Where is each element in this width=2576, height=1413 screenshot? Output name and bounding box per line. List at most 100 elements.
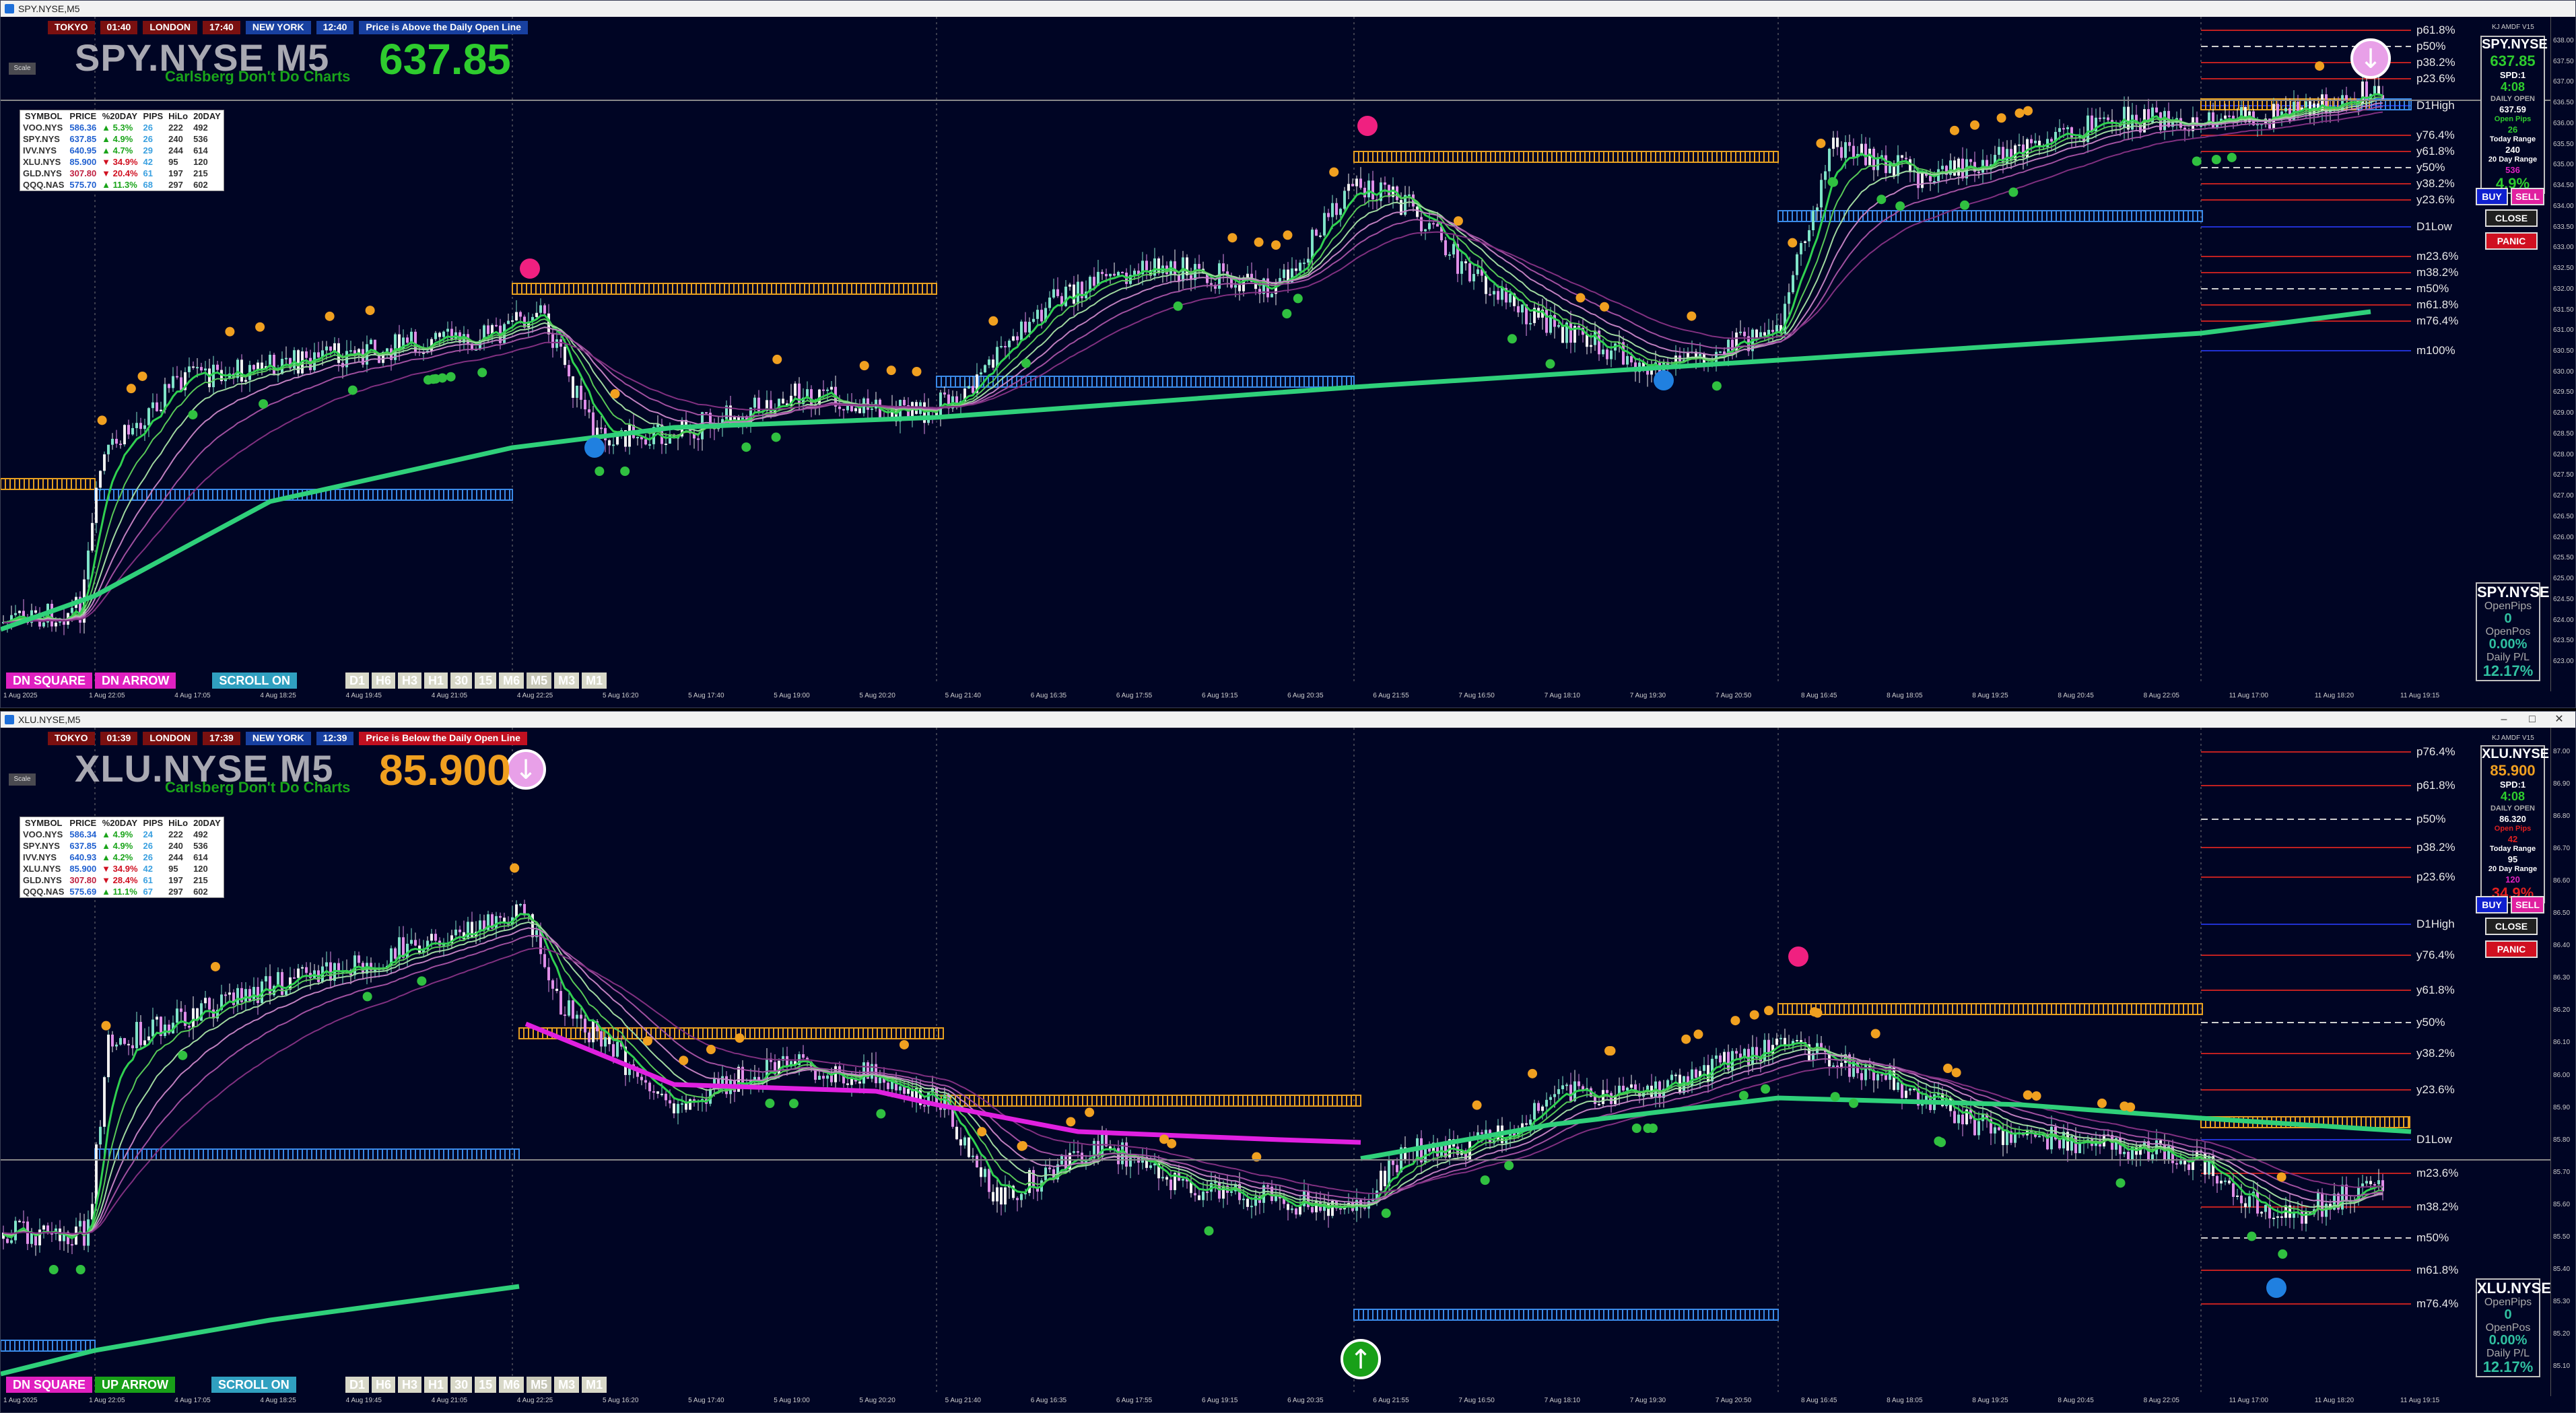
swing-point-dot xyxy=(1293,294,1303,304)
candle-body xyxy=(1388,1160,1390,1187)
time-axis-label: 4 Aug 21:05 xyxy=(431,692,468,699)
dn-square-button[interactable]: DN SQUARE xyxy=(6,1377,93,1393)
swing-point-dot xyxy=(1895,201,1905,211)
timeframe-30-button[interactable]: 30 xyxy=(450,673,473,689)
timeframe-m3-button[interactable]: M3 xyxy=(554,673,580,689)
candle-body xyxy=(838,406,841,409)
watchlist-pct-value: 4.9% xyxy=(112,841,133,851)
price-axis[interactable]: 87.00 86.90 86.80 86.70 86.60 86.50 86.40 86.30… xyxy=(2550,728,2575,1396)
candle-body xyxy=(1028,1170,1031,1194)
arrow-up-icon: ▲ xyxy=(102,841,111,851)
timeframe-h3-button[interactable]: H3 xyxy=(398,1377,422,1393)
candle-body xyxy=(2159,1140,2162,1145)
timeframe-m5-button[interactable]: M5 xyxy=(527,673,552,689)
window-titlebar[interactable]: XLU.NYSE,M5 – □ ✕ xyxy=(1,712,2575,728)
candle-body xyxy=(1537,1103,1540,1111)
swing-point-dot xyxy=(225,326,235,337)
candle-body xyxy=(1396,1165,1398,1173)
scale-button[interactable]: Scale xyxy=(9,63,36,75)
timeframe-m6-button[interactable]: M6 xyxy=(499,1377,524,1393)
candle-body xyxy=(947,394,950,409)
time-axis-label: 4 Aug 19:45 xyxy=(345,1397,382,1404)
sell-button[interactable]: SELL xyxy=(2511,896,2544,914)
panic-button[interactable]: PANIC xyxy=(2485,940,2538,958)
timeframe-h1-button[interactable]: H1 xyxy=(424,1377,448,1393)
watchlist-cell-d20: 120 xyxy=(193,157,208,167)
candle-body xyxy=(1852,145,1855,158)
price-chart[interactable]: ↓ ↑ TOKYO 01:39 LONDON 17:39 NEW YORK 12:… xyxy=(1,728,2552,1404)
candle-body xyxy=(535,930,538,938)
timeframe-buttons: D1 H6 H3 H1 30 15 M6 M5 M3 M1 xyxy=(345,1377,607,1393)
candle-body xyxy=(1073,1151,1075,1153)
timeframe-m5-button[interactable]: M5 xyxy=(527,1377,552,1393)
swing-point-dot xyxy=(1017,1141,1027,1151)
scroll-on-button[interactable]: SCROLL ON xyxy=(211,1377,296,1393)
swing-point-dot xyxy=(1951,1068,1961,1078)
candle-body xyxy=(588,409,590,413)
candle-body xyxy=(1808,230,1810,242)
candle-body xyxy=(988,359,990,366)
dn-arrow-button[interactable]: DN ARROW xyxy=(95,673,176,689)
candlestick-chart-area[interactable]: ↓↑ xyxy=(1,728,2552,1396)
scroll-on-button[interactable]: SCROLL ON xyxy=(212,673,298,689)
chart-window-xlu[interactable]: XLU.NYSE,M5 – □ ✕ ↓ ↑ TOKYO 01:39 LONDON … xyxy=(0,711,2576,1413)
candle-body xyxy=(1832,1065,1835,1067)
timeframe-m1-button[interactable]: M1 xyxy=(582,673,607,689)
buy-button[interactable]: BUY xyxy=(2476,188,2508,205)
candle-body xyxy=(180,377,182,390)
col-symbol: SYMBOL xyxy=(24,111,63,121)
timeframe-h1-button[interactable]: H1 xyxy=(424,673,448,689)
timeframe-m1-button[interactable]: M1 xyxy=(582,1377,607,1393)
timeframe-30-button[interactable]: 30 xyxy=(450,1377,473,1393)
candle-body xyxy=(660,1093,663,1095)
candle-body xyxy=(2038,141,2041,146)
candle-body xyxy=(71,608,73,613)
candlestick-chart-area[interactable]: ↓ xyxy=(1,17,2552,691)
up-arrow-button[interactable]: UP ARROW xyxy=(95,1377,176,1393)
candle-body xyxy=(749,407,752,423)
candle-body xyxy=(1234,285,1237,288)
pl-symbol: XLU.NYSE xyxy=(2477,1280,2552,1297)
timeframe-d1-button[interactable]: D1 xyxy=(345,673,370,689)
timeframe-h6-button[interactable]: H6 xyxy=(372,673,396,689)
timeframe-m6-button[interactable]: M6 xyxy=(499,673,524,689)
buy-button[interactable]: BUY xyxy=(2476,896,2508,914)
watchlist-cell-pips: 26 xyxy=(143,841,154,851)
timeframe-h3-button[interactable]: H3 xyxy=(398,673,422,689)
timeframe-m3-button[interactable]: M3 xyxy=(554,1377,580,1393)
candle-body xyxy=(2127,106,2130,130)
chart-window-spy[interactable]: SPY.NYSE,M5 ↓ TOKYO 01:40 LONDON 17:40 N… xyxy=(0,0,2576,708)
candle-body xyxy=(1606,1090,1608,1093)
candle-body xyxy=(858,408,861,413)
timeframe-d1-button[interactable]: D1 xyxy=(345,1377,370,1393)
minimize-icon[interactable]: – xyxy=(2501,714,2507,725)
candle-body xyxy=(1069,1152,1071,1170)
dn-square-button[interactable]: DN SQUARE xyxy=(6,673,93,689)
close-button[interactable]: CLOSE xyxy=(2485,209,2538,227)
candle-body xyxy=(1464,1150,1467,1160)
candle-body xyxy=(2224,1180,2227,1182)
candle-body xyxy=(2095,117,2097,132)
window-titlebar[interactable]: SPY.NYSE,M5 xyxy=(1,1,2575,17)
window-title: SPY.NYSE,M5 xyxy=(18,3,80,14)
timeframe-15-button[interactable]: 15 xyxy=(475,1377,497,1393)
candle-body xyxy=(1485,1130,1487,1134)
price-chart[interactable]: ↓ TOKYO 01:40 LONDON 17:40 NEW YORK 12:4… xyxy=(1,17,2552,699)
timeframe-15-button[interactable]: 15 xyxy=(475,673,497,689)
sell-button[interactable]: SELL xyxy=(2511,188,2544,205)
pl-open-pips-label: OpenPips xyxy=(2484,1297,2532,1308)
maximize-icon[interactable]: □ xyxy=(2529,714,2536,725)
scale-button[interactable]: Scale xyxy=(9,773,36,786)
fib-level-label: y23.6% xyxy=(2416,193,2455,206)
candle-body xyxy=(1137,271,1140,275)
close-icon[interactable]: ✕ xyxy=(2554,714,2564,725)
candle-body xyxy=(564,346,566,366)
panic-button[interactable]: PANIC xyxy=(2485,232,2538,250)
price-axis[interactable]: 638.00 637.50 637.00 636.50 636.00 635.50 635.… xyxy=(2550,17,2575,691)
close-button[interactable]: CLOSE xyxy=(2485,918,2538,935)
sell-arrow-icon xyxy=(2350,38,2391,79)
timeframe-h6-button[interactable]: H6 xyxy=(372,1377,396,1393)
candle-body xyxy=(1780,324,1782,334)
long-moving-average-line xyxy=(524,1021,1361,1145)
moving-average-line xyxy=(3,917,2383,1237)
